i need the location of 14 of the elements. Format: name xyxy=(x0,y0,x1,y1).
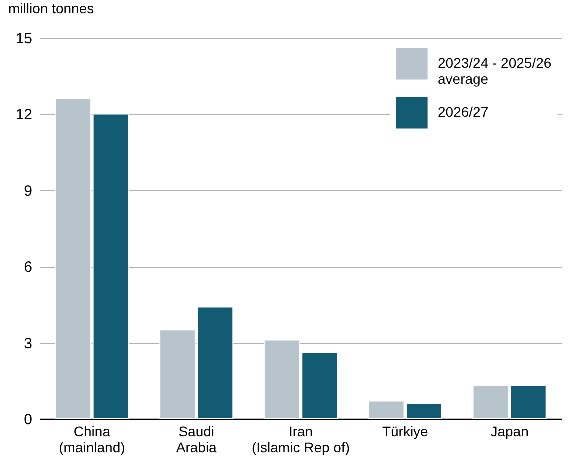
y-axis-title: million tonnes xyxy=(8,0,94,16)
y-tick-label: 3 xyxy=(24,335,32,352)
x-tick-label: Japan xyxy=(490,424,529,440)
y-tick-label: 12 xyxy=(16,106,32,124)
y-tick-label: 0 xyxy=(24,412,32,428)
legend-label: 2026/27 xyxy=(438,104,489,120)
y-tick-label: 15 xyxy=(16,30,32,48)
y-tick-label: 9 xyxy=(24,182,32,200)
legend-label: 2023/24 - 2025/26 average xyxy=(438,55,552,87)
x-tick-label: Saudi Arabia xyxy=(176,424,218,456)
x-tick-label: Iran (Islamic Rep of) xyxy=(252,424,350,456)
x-tick-label: China (mainland) xyxy=(59,424,126,456)
x-tick-label: Türkiye xyxy=(382,424,429,440)
y-tick-label: 6 xyxy=(24,259,32,276)
